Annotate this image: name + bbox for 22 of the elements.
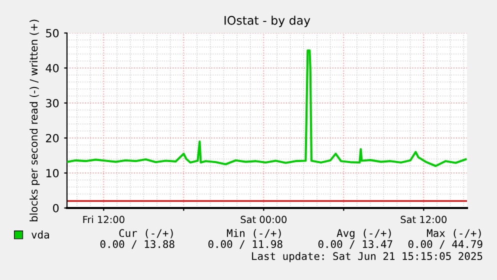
x-tick-label: Sat 00:00 [240, 216, 287, 224]
text: Avg (-/+) [336, 228, 391, 240]
text: Min (-/+) [226, 228, 281, 238]
line-series [67, 49, 467, 168]
chart-title: IOstat - by day [224, 16, 310, 28]
x-tick-label: Fri 12:00 [83, 216, 124, 224]
text: Cur (-/+) [119, 229, 173, 238]
y-tick-label: 20 [46, 134, 59, 142]
y-axis-title: blocks per second read (-) / written (+) [30, 20, 40, 222]
text: Max (-/+) [426, 229, 481, 238]
text: 0.00 / 11.98 [208, 240, 282, 249]
y-tick-label: 10 [46, 168, 59, 178]
y-tick-label: 30 [46, 98, 59, 108]
y-tick-label: 0 [53, 204, 59, 212]
text: Last update: Sat Jun 21 15:15:05 2025 [252, 252, 482, 262]
y-tick-label: 40 [46, 64, 59, 72]
x-tick-label: Sat 12:00 [400, 216, 447, 224]
text: 0.00 / 13.47 [318, 240, 392, 249]
text: 0.00 / 13.88 [100, 240, 174, 249]
legend-label: vda [32, 230, 49, 239]
text: 0.00 / 44.79 [408, 240, 482, 249]
y-tick-label: 50 [46, 28, 59, 38]
